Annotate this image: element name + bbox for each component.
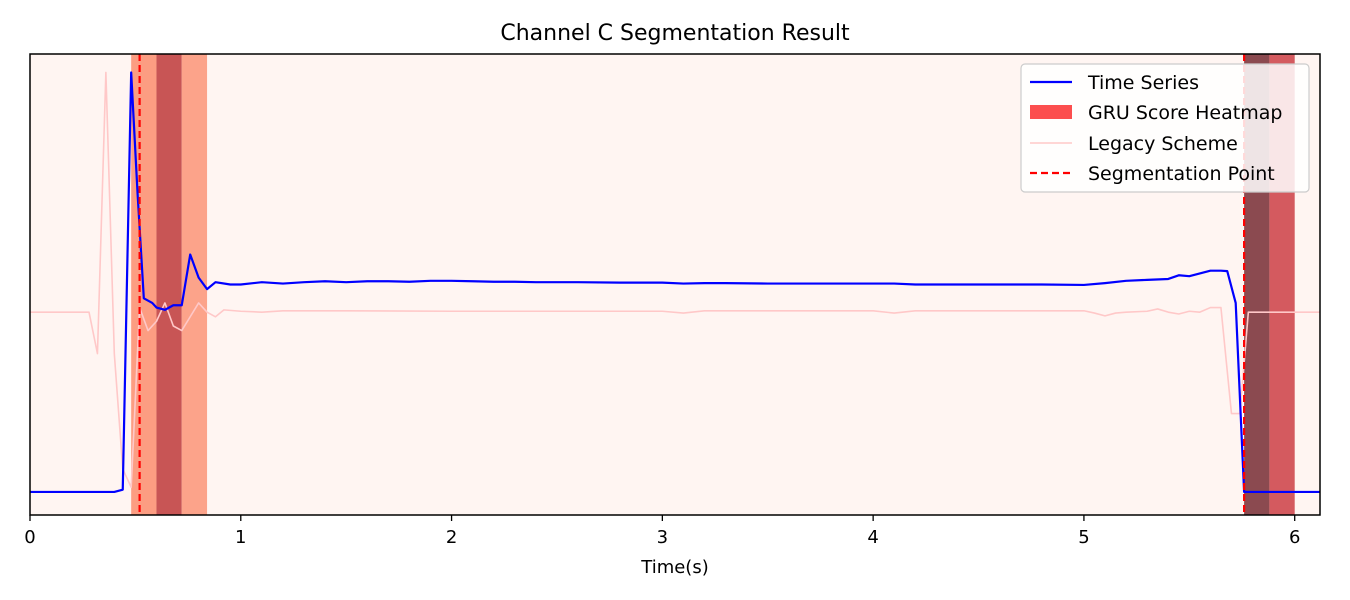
time-series-line [30,71,1320,494]
x-tick-label: 5 [1078,527,1089,548]
legend-swatch-heatmap [1030,105,1072,119]
heatmap-band-1 [156,54,182,515]
x-axis-label: Time(s) [640,557,708,578]
legend-label-heatmap: GRU Score Heatmap [1088,102,1282,124]
x-tick-label: 6 [1289,527,1300,548]
legend-label-segmentation-point: Segmentation Point [1088,163,1275,185]
plot-frame [29,53,1321,516]
chart-title: Channel C Segmentation Result [500,21,850,46]
x-tick-label: 2 [446,527,457,548]
x-tick-label: 1 [235,527,246,548]
x-tick-label: 4 [867,527,878,548]
x-tick-label: 3 [657,527,668,548]
legacy-scheme-line [30,71,1320,489]
legend-box [1020,63,1310,193]
legend-label-legacy-scheme: Legacy Scheme [1088,133,1238,155]
legend-label-time-series: Time Series [1087,72,1199,94]
x-tick-label: 0 [24,527,35,548]
legend: Time Series GRU Score Heatmap Legacy Sch… [1020,63,1310,193]
